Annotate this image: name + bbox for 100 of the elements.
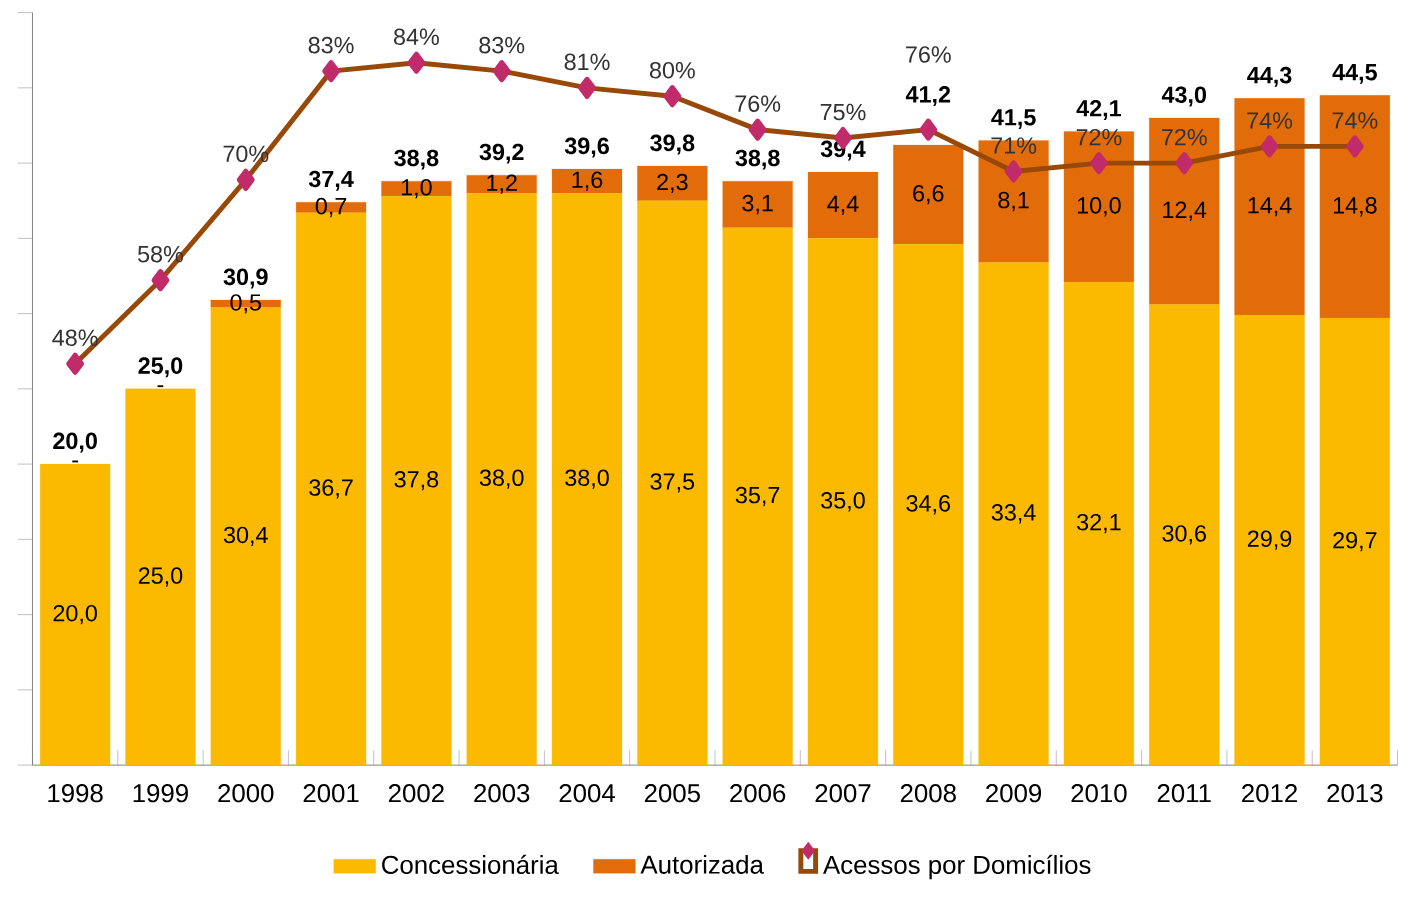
data-label: 74% xyxy=(1247,112,1293,129)
bar xyxy=(637,165,708,201)
bar xyxy=(466,174,537,194)
data-label: 38,0 xyxy=(479,469,524,489)
legend-label: Acessos por Domicílios xyxy=(823,854,1091,880)
bar xyxy=(1319,317,1390,766)
total-label: 42,1 xyxy=(1076,99,1121,120)
bar xyxy=(893,244,964,766)
total-label: 37,4 xyxy=(308,170,354,191)
x-tick-label: 2000 xyxy=(218,784,274,803)
bar xyxy=(1319,95,1390,319)
bar xyxy=(893,144,964,245)
x-tick-label: 1998 xyxy=(48,784,103,803)
x-tick-label: 2009 xyxy=(986,784,1042,803)
legend-label: Concessionária xyxy=(382,854,559,874)
total-label: 44,5 xyxy=(1332,64,1377,84)
data-label: 12,4 xyxy=(1163,201,1207,221)
data-label: 32,1 xyxy=(1077,513,1121,534)
data-label: 20,0 xyxy=(53,604,97,625)
x-tick-label: 1999 xyxy=(133,784,188,803)
data-label: 76% xyxy=(906,46,951,63)
x-tick-label: 2012 xyxy=(1242,784,1297,803)
data-label: 38,0 xyxy=(565,469,609,489)
x-tick-label: 2011 xyxy=(1157,784,1211,803)
data-label: 72% xyxy=(1162,128,1207,146)
data-label: 10,0 xyxy=(1077,197,1121,217)
data-label: 48% xyxy=(52,329,98,347)
bar xyxy=(466,193,537,766)
data-label: 29,9 xyxy=(1247,530,1292,550)
bar xyxy=(551,193,623,766)
total-label: 38,8 xyxy=(394,149,439,170)
bar xyxy=(551,168,623,194)
data-label: 36,7 xyxy=(309,479,353,499)
x-tick-label: 2003 xyxy=(474,784,530,803)
data-label: 1,2 xyxy=(487,174,517,194)
data-label: 25,0 xyxy=(138,567,183,587)
data-label: - xyxy=(72,460,78,463)
x-tick-label: 2007 xyxy=(815,784,871,803)
total-label: 39,6 xyxy=(564,137,609,158)
data-label: 37,8 xyxy=(394,470,439,491)
data-label: 1,6 xyxy=(572,171,603,191)
data-label: 84% xyxy=(394,28,439,45)
bar xyxy=(1234,98,1305,316)
legend-label: Autorizada xyxy=(640,854,764,874)
x-tick-label: 2010 xyxy=(1071,784,1127,803)
data-label: 29,7 xyxy=(1333,531,1377,552)
total-label: 39,2 xyxy=(479,143,524,164)
bar xyxy=(40,463,111,766)
data-label: 81% xyxy=(564,53,610,71)
data-label: 30,4 xyxy=(223,526,268,546)
x-tick-label: 2005 xyxy=(644,784,700,803)
bar xyxy=(978,262,1049,766)
data-label: 72% xyxy=(1076,128,1122,146)
data-label: 34,6 xyxy=(906,495,950,515)
data-label: 76% xyxy=(735,95,781,112)
total-label: 20,0 xyxy=(53,432,97,453)
total-label: 39,8 xyxy=(650,134,695,155)
data-label: 4,4 xyxy=(827,195,859,215)
data-label: 30,6 xyxy=(1162,525,1206,545)
data-label: 3,1 xyxy=(742,194,773,215)
data-label: 80% xyxy=(649,61,695,79)
data-label: 33,4 xyxy=(991,504,1036,524)
data-label: 35,0 xyxy=(821,492,865,512)
data-label: 14,8 xyxy=(1333,197,1377,217)
data-label: 6,6 xyxy=(913,184,944,205)
data-label: 74% xyxy=(1332,112,1378,129)
data-label: 83% xyxy=(479,36,525,54)
data-label: 75% xyxy=(820,103,866,121)
bar xyxy=(1149,304,1220,766)
x-tick-label: 2002 xyxy=(388,784,444,803)
x-tick-label: 2001 xyxy=(303,784,359,803)
total-label: 41,5 xyxy=(991,109,1036,129)
data-label: 35,7 xyxy=(735,486,780,507)
x-tick-label: 2004 xyxy=(559,784,615,803)
data-label: 83% xyxy=(308,36,354,54)
bar xyxy=(637,200,708,766)
bar xyxy=(1063,131,1135,283)
data-label: 1,0 xyxy=(401,178,432,199)
total-label: 38,8 xyxy=(735,149,780,170)
bar xyxy=(1063,281,1135,766)
bar xyxy=(722,227,793,766)
bar xyxy=(1234,314,1305,766)
data-label: 8,1 xyxy=(998,191,1029,212)
bar xyxy=(722,180,793,228)
data-label: 14,4 xyxy=(1248,197,1292,217)
data-label: 37,5 xyxy=(650,473,695,493)
bar xyxy=(807,238,879,766)
x-tick-label: 2008 xyxy=(900,784,956,803)
data-label: 2,3 xyxy=(657,173,688,194)
total-label: 43,0 xyxy=(1161,86,1207,107)
x-tick-label: 2006 xyxy=(730,784,786,803)
total-label: 41,2 xyxy=(905,86,951,107)
bar xyxy=(807,171,879,239)
data-label: - xyxy=(157,385,164,388)
bar xyxy=(1149,117,1220,305)
bar xyxy=(125,388,196,766)
x-tick-label: 2013 xyxy=(1327,784,1383,803)
data-label: 71% xyxy=(991,137,1037,154)
total-label: 25,0 xyxy=(138,357,183,378)
data-label: 0,7 xyxy=(315,197,347,218)
